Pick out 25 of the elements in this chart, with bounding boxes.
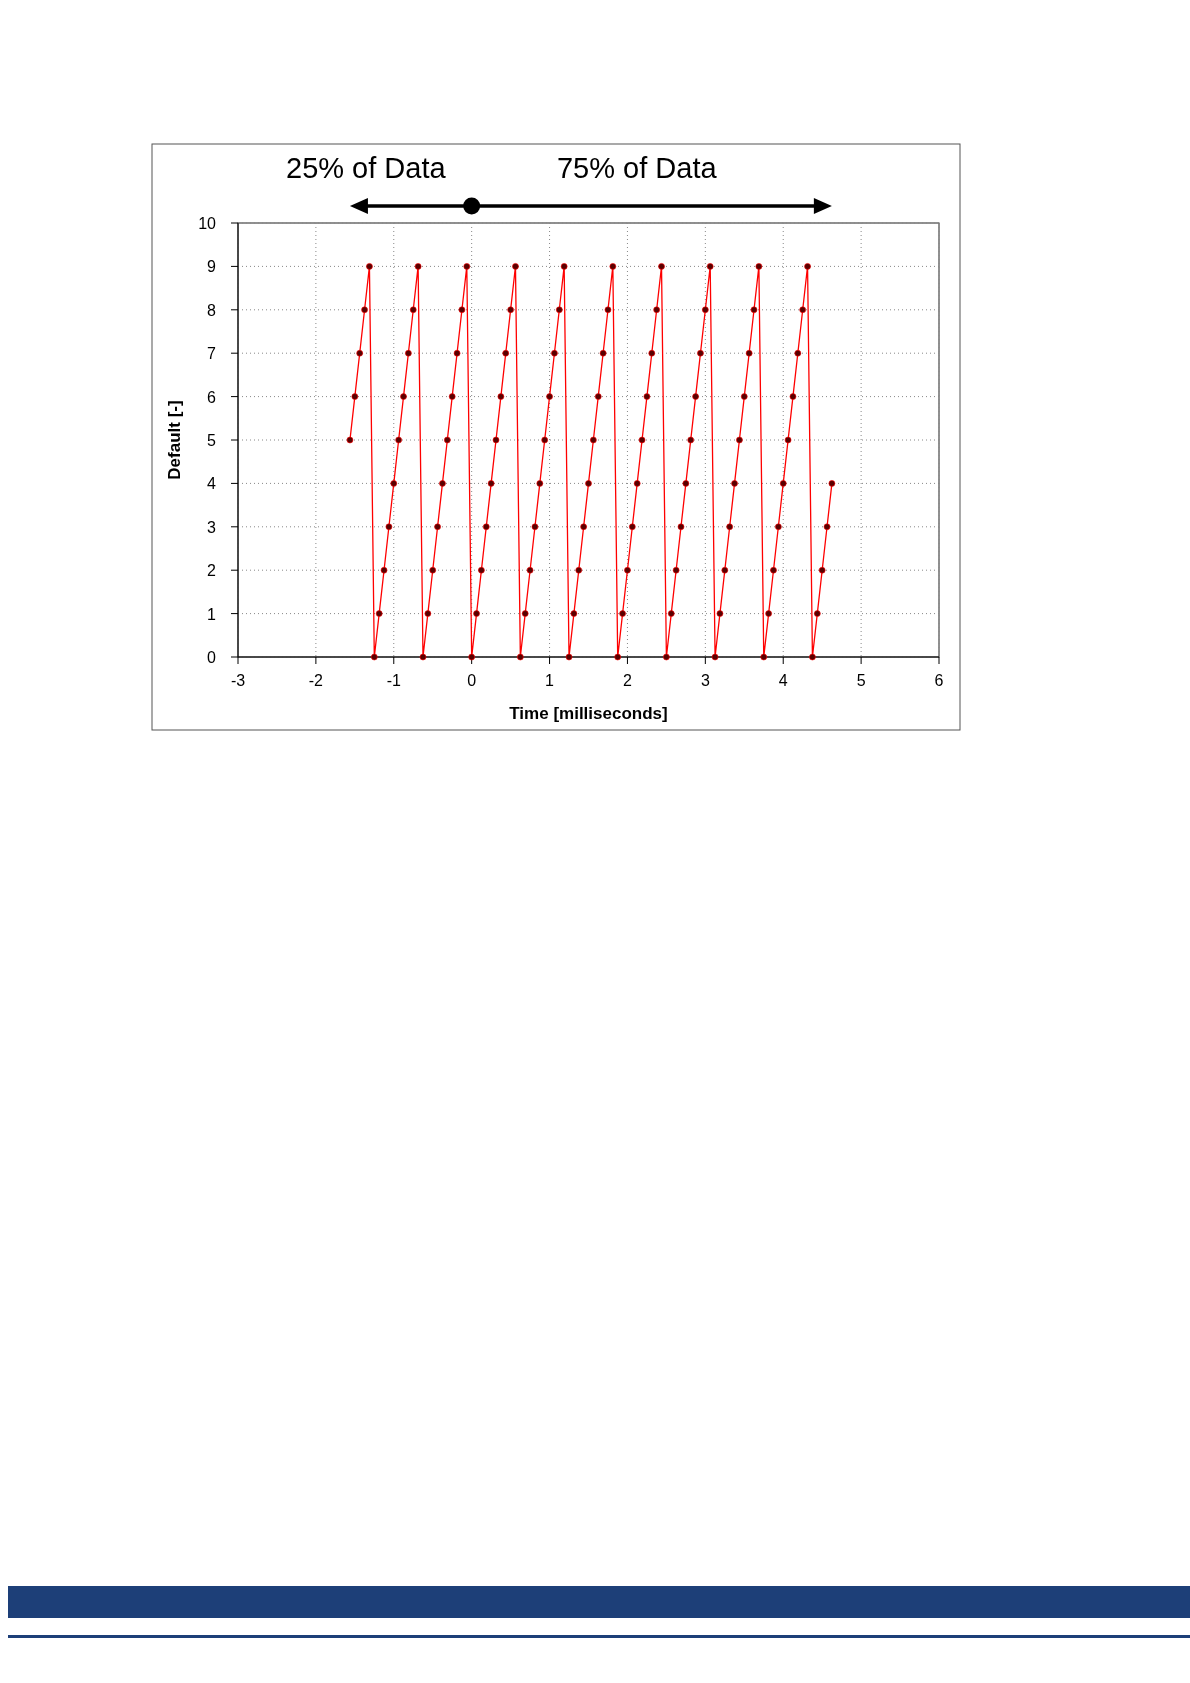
y-tick-label: 1 xyxy=(207,605,217,623)
x-axis-title: Time [milliseconds] xyxy=(509,704,668,723)
x-tick-label: -1 xyxy=(386,672,401,689)
y-tick-label: 4 xyxy=(207,475,217,493)
y-tick-label: 0 xyxy=(207,649,217,666)
x-tick-label: 6 xyxy=(934,672,944,689)
y-tick-label: 7 xyxy=(207,345,217,363)
x-tick-label: 4 xyxy=(778,672,788,689)
x-tick-label: 5 xyxy=(856,672,866,689)
y-tick-label: 8 xyxy=(207,301,217,319)
y-tick-label: 10 xyxy=(198,215,217,232)
y-tick-label: 2 xyxy=(207,562,217,580)
text: 25% of Data xyxy=(286,152,447,184)
y-tick-label: 5 xyxy=(207,432,217,449)
x-tick-label: 1 xyxy=(545,672,555,689)
y-axis-title: Default [-] xyxy=(165,400,184,480)
text: 75% of Data xyxy=(556,152,718,184)
y-tick-label: 6 xyxy=(207,388,217,406)
y-tick-label: 9 xyxy=(207,258,217,276)
x-tick-label: 3 xyxy=(700,672,710,689)
x-tick-label: -3 xyxy=(230,672,246,689)
x-tick-label: 2 xyxy=(622,672,632,689)
y-tick-label: 3 xyxy=(207,518,217,536)
x-tick-label: -2 xyxy=(308,672,324,689)
x-tick-label: 0 xyxy=(467,672,477,689)
